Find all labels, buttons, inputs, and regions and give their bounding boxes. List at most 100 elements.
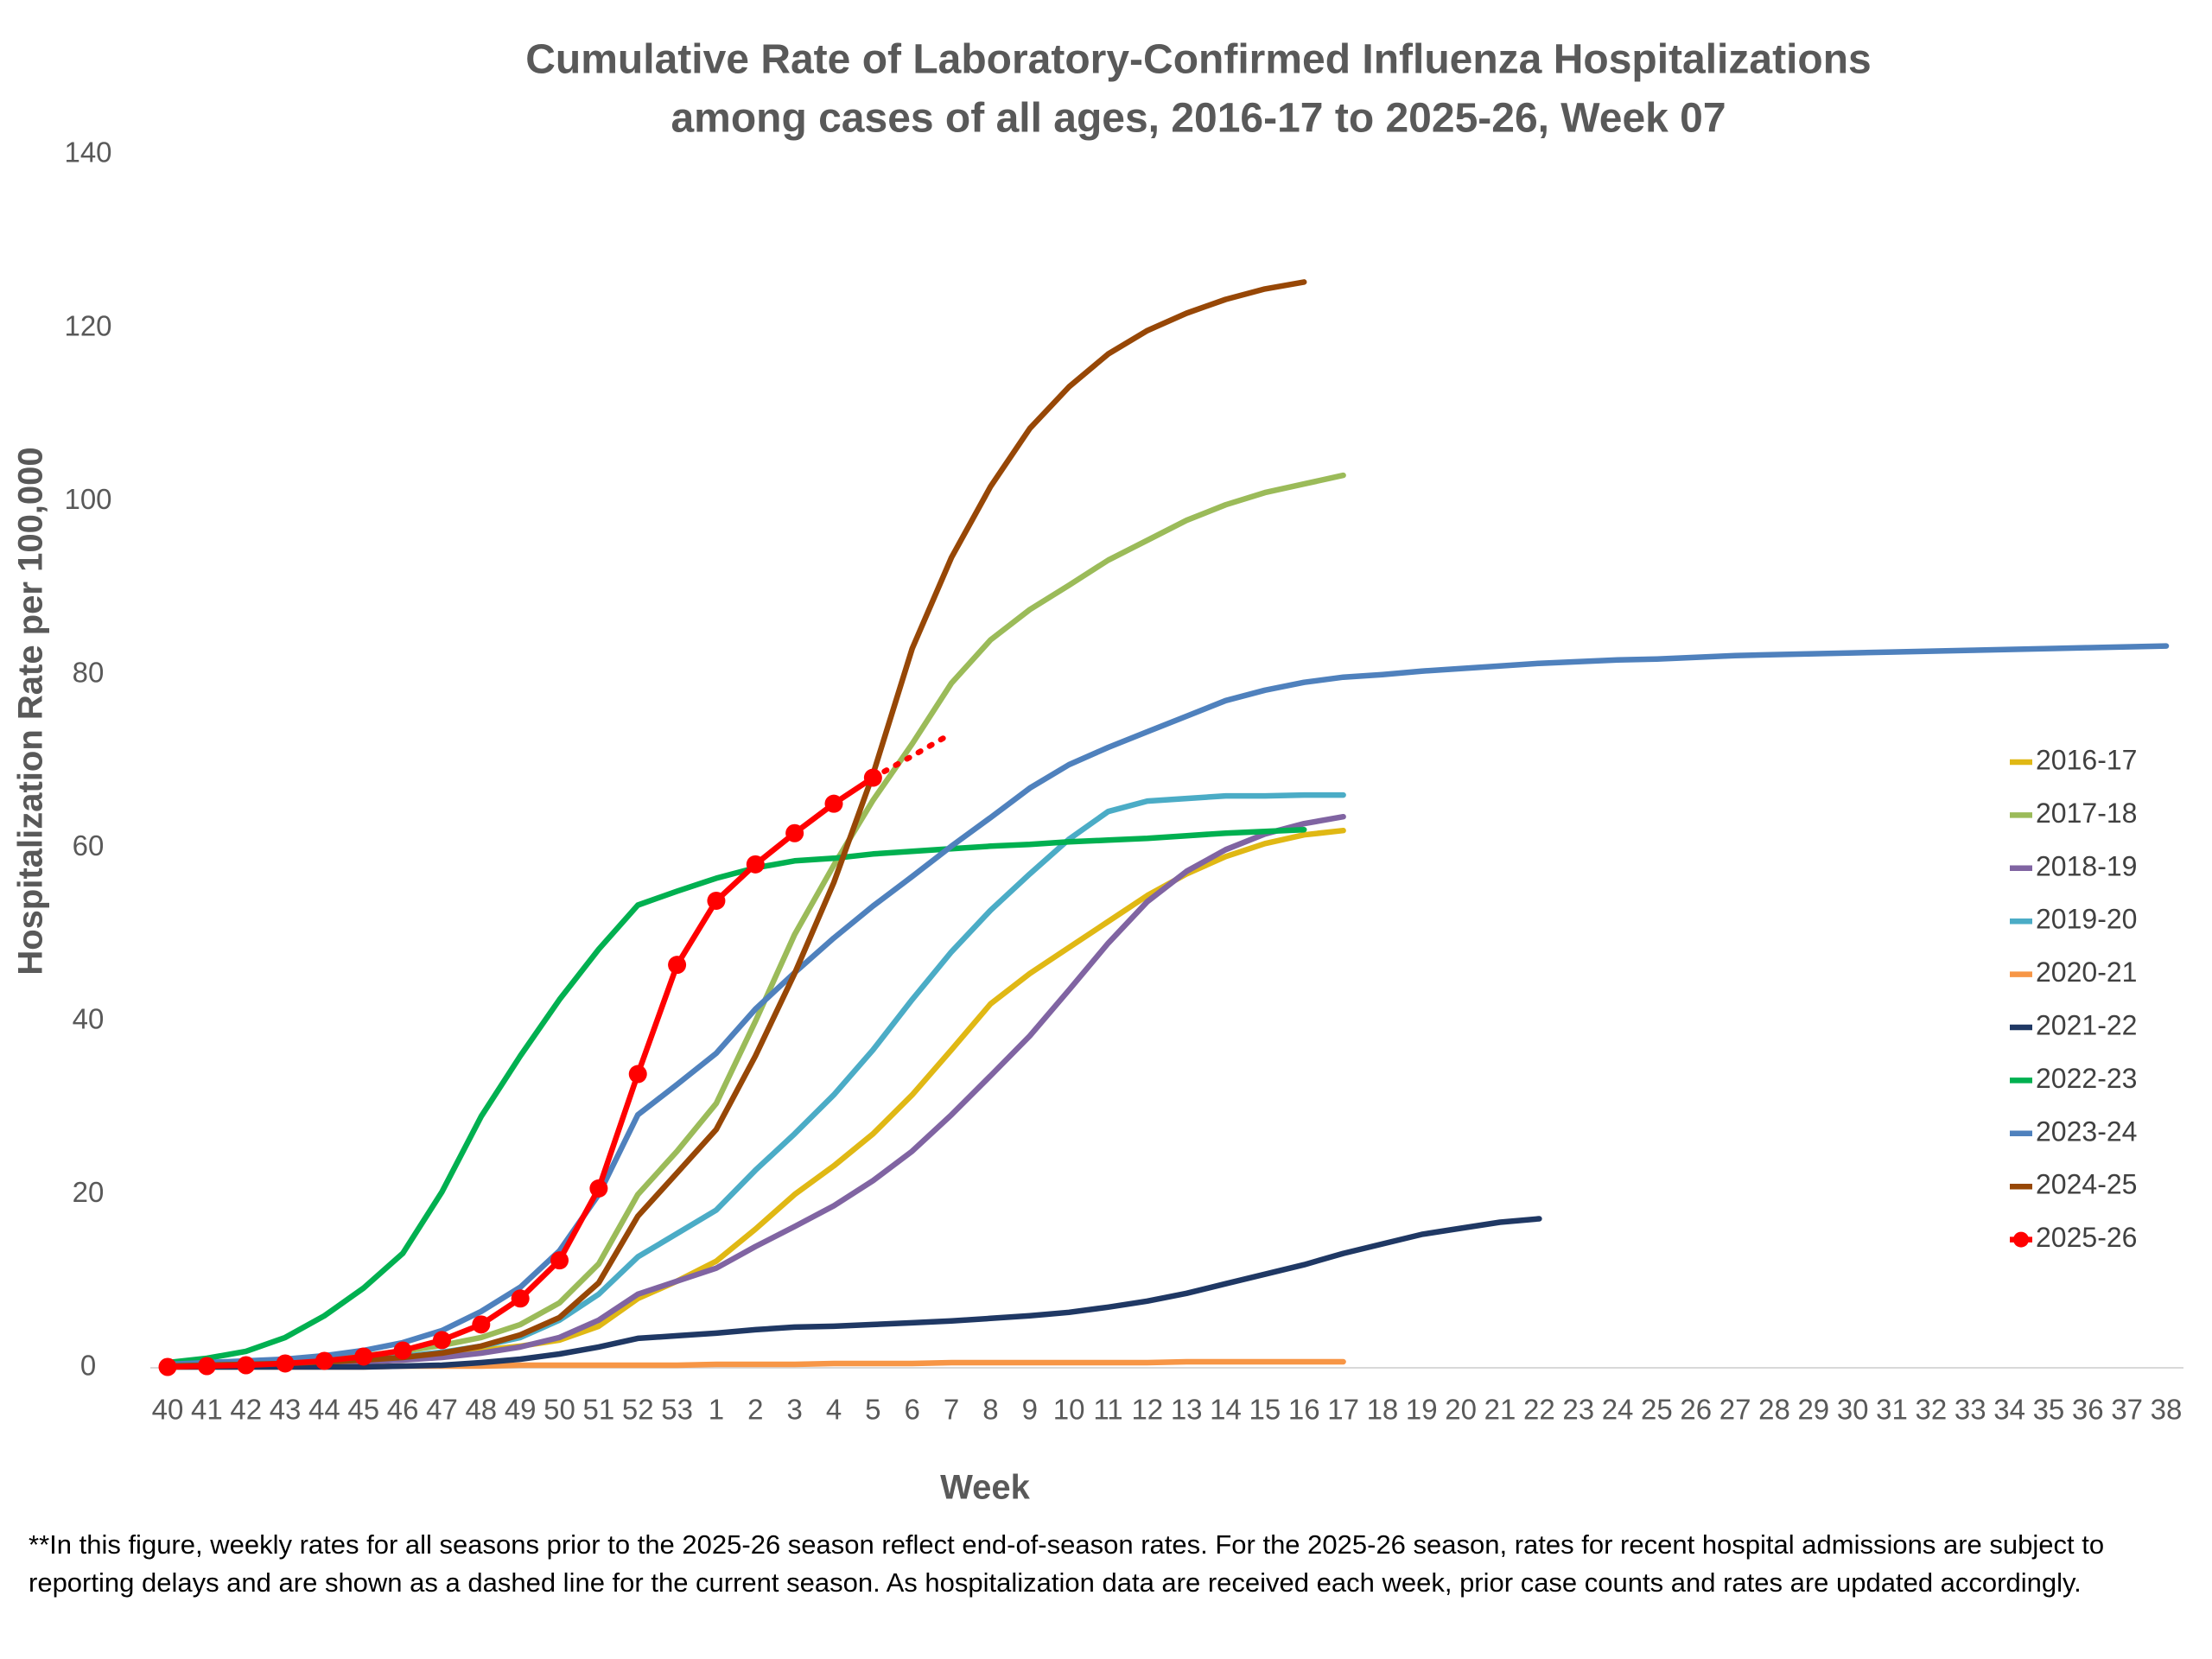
footnote: **In this figure, weekly rates for all s… [29,1529,2105,1598]
x-tick-label: 11 [1093,1394,1122,1426]
x-tick-label: 38 [2151,1394,2183,1426]
data-point [589,1179,608,1198]
x-tick-label: 27 [1719,1394,1751,1426]
series-line [164,791,1346,1369]
x-tick-label: 17 [1327,1394,1359,1426]
chart: Cumulative Rate of Laboratory-Confirmed … [12,37,2183,1507]
data-point [746,855,765,874]
data-point [824,794,843,813]
x-tick-label: 5 [865,1394,880,1426]
y-tick-label: 80 [73,656,105,688]
data-point [237,1356,256,1375]
x-tick-label: 12 [1131,1394,1163,1426]
x-tick-label: 23 [1562,1394,1594,1426]
x-tick-label: 52 [622,1394,654,1426]
legend-marker [2013,1231,2029,1248]
data-point [432,1331,451,1350]
x-tick-label: 26 [1680,1394,1712,1426]
data-point [668,956,687,975]
x-tick-label: 16 [1288,1394,1320,1426]
data-point [393,1341,412,1360]
series-line [164,643,2170,1368]
x-tick-label: 51 [583,1394,615,1426]
series-line [164,827,1346,1369]
x-tick-label: 36 [2072,1394,2104,1426]
x-tick-label: 25 [1641,1394,1673,1426]
legend-label: 2025-26 [2036,1222,2137,1253]
x-tick-label: 6 [905,1394,920,1426]
x-tick-label: 49 [505,1394,537,1426]
data-point [785,823,804,842]
data-point [511,1289,530,1308]
y-tick-label: 40 [73,1003,105,1035]
x-tick-label: 24 [1602,1394,1634,1426]
x-tick-label: 33 [1955,1394,1986,1426]
data-point [276,1354,295,1373]
x-tick-label: 29 [1797,1394,1829,1426]
x-tick-label: 14 [1210,1394,1242,1426]
x-tick-label: 9 [1022,1394,1038,1426]
x-tick-label: 42 [230,1394,262,1426]
y-tick-label: 120 [64,309,111,341]
y-tick-label: 20 [73,1176,105,1208]
x-tick-label: 7 [944,1394,959,1426]
x-tick-label: 50 [543,1394,575,1426]
legend-label: 2022-23 [2036,1063,2137,1094]
x-tick-label: 41 [191,1394,223,1426]
x-tick-label: 35 [2033,1394,2065,1426]
x-tick-label: 15 [1249,1394,1281,1426]
data-point [158,1357,177,1376]
x-tick-label: 18 [1367,1394,1399,1426]
data-point [550,1251,569,1270]
legend-label: 2021-22 [2036,1009,2137,1040]
x-tick-label: 44 [308,1394,340,1426]
data-point [628,1065,647,1084]
x-tick-label: 31 [1876,1394,1908,1426]
x-tick-label: 28 [1758,1394,1790,1426]
series-line [164,813,1346,1370]
y-tick-label: 60 [73,830,105,861]
legend-label: 2017-18 [2036,798,2137,829]
x-tick-label: 10 [1053,1394,1085,1426]
data-point [472,1315,491,1334]
x-tick-label: 43 [270,1394,302,1426]
x-tick-label: 34 [1993,1394,2025,1426]
data-point [197,1357,216,1376]
x-tick-label: 21 [1484,1394,1516,1426]
x-tick-label: 30 [1837,1394,1869,1426]
x-tick-label: 22 [1523,1394,1555,1426]
x-tick-label: 48 [465,1394,497,1426]
x-tick-label: 8 [982,1394,998,1426]
x-tick-label: 53 [661,1394,693,1426]
chart-title: among cases of all ages, 2016-17 to 2025… [671,96,1726,142]
legend-label: 2016-17 [2036,744,2137,775]
data-point [707,891,726,910]
x-tick-label: 19 [1406,1394,1438,1426]
x-tick-label: 40 [152,1394,184,1426]
x-axis-title: Week [940,1469,1031,1507]
legend-label: 2024-25 [2036,1169,2137,1200]
legend-label: 2023-24 [2036,1116,2137,1147]
x-tick-label: 32 [1916,1394,1948,1426]
x-tick-label: 20 [1445,1394,1477,1426]
y-tick-label: 100 [64,483,111,515]
y-tick-label: 0 [80,1350,96,1382]
x-tick-label: 1 [709,1394,724,1426]
legend-label: 2019-20 [2036,904,2137,935]
legend-label: 2018-19 [2036,850,2137,881]
data-point [354,1347,373,1366]
x-tick-label: 3 [786,1394,802,1426]
series-line [164,1216,1542,1370]
series-line-dashed [870,730,955,781]
y-tick-label: 140 [64,137,111,168]
x-tick-label: 46 [387,1394,419,1426]
series-line [164,279,1307,1370]
data-point [863,768,882,787]
x-tick-label: 47 [426,1394,458,1426]
data-point [315,1351,334,1370]
x-tick-label: 2 [747,1394,763,1426]
x-tick-label: 4 [826,1394,842,1426]
x-tick-label: 45 [347,1394,379,1426]
chart-title: Cumulative Rate of Laboratory-Confirmed … [525,37,1872,83]
